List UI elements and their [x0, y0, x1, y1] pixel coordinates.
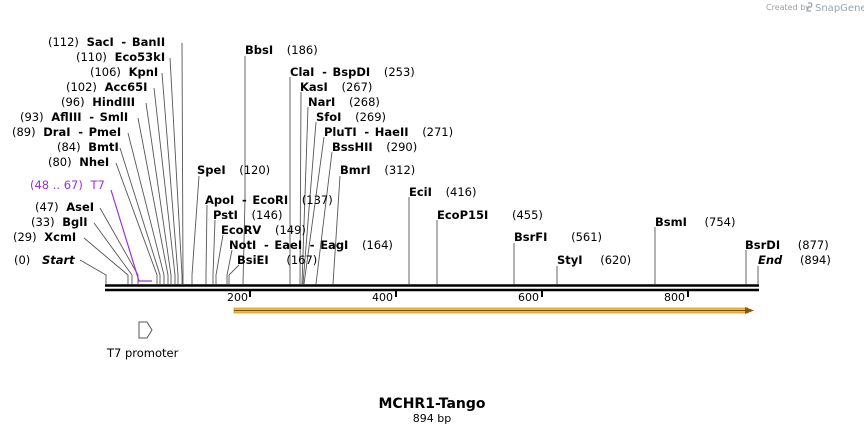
site-ecop15i[interactable]: EcoP15I (455): [437, 208, 543, 222]
map-title: MCHR1-Tango: [379, 396, 486, 412]
site-acc65i[interactable]: (102) Acc65I: [66, 80, 147, 94]
map-length: 894 bp: [413, 412, 451, 425]
site-pluti[interactable]: PluTI - HaeII (271): [324, 125, 453, 139]
leader-nhei: [115, 162, 158, 284]
leader-apoi: [205, 204, 208, 284]
left-site-labels: (112) SacI - BanII (110) Eco53kI (106) K…: [12, 35, 165, 267]
site-styi[interactable]: StyI (620): [557, 253, 631, 267]
tick-label-600: 600: [518, 291, 539, 304]
site-clai[interactable]: ClaI - BspDI (253): [290, 65, 415, 79]
leader-saci: [181, 42, 184, 284]
site-psti[interactable]: PstI (146): [213, 208, 282, 222]
leader-start: [79, 259, 107, 284]
site-eco53ki[interactable]: (110) Eco53kI: [76, 50, 165, 64]
leader-asei: [99, 207, 139, 284]
leader-kasi: [299, 91, 302, 285]
leader-xcmi: [83, 237, 129, 284]
leader-sfoi: [302, 121, 317, 285]
leader-hindiii: [145, 102, 172, 284]
site-saci[interactable]: (112) SacI - BanII: [48, 35, 165, 49]
leader-ecorv: [215, 234, 224, 284]
site-spei[interactable]: SpeI (120): [197, 163, 270, 177]
site-ecii[interactable]: EciI (416): [409, 185, 477, 199]
dna-backbone: [105, 284, 759, 292]
snapgene-logo-icon: [806, 2, 813, 12]
leader-bsshii: [315, 151, 333, 285]
axis-ticks: 200 400 600 800: [227, 291, 689, 304]
leader-bmri: [332, 175, 341, 285]
orange-feature-arrow[interactable]: [233, 307, 754, 314]
site-hindiii[interactable]: (96) HindIII: [61, 95, 135, 109]
site-xcmi[interactable]: (29) XcmI: [13, 230, 76, 244]
site-asei[interactable]: (47) AseI: [35, 200, 94, 214]
arrow-outline-icon: [138, 321, 153, 339]
site-sfoi[interactable]: SfoI (269): [316, 110, 386, 124]
site-nari[interactable]: NarI (268): [308, 95, 380, 109]
site-apoi[interactable]: ApoI - EcoRI (137): [205, 193, 333, 207]
leader-kpni: [161, 72, 179, 284]
site-leader-lines: [79, 42, 759, 285]
leader-psti: [212, 219, 216, 284]
site-bsrfi[interactable]: BsrFI (561): [514, 230, 602, 244]
site-kasi[interactable]: KasI (267): [300, 80, 372, 94]
site-start[interactable]: (0) Start: [14, 253, 75, 267]
site-bsshii[interactable]: BssHII (290): [332, 140, 417, 154]
leader-eco53ki: [169, 57, 183, 284]
leader-acc65i: [153, 87, 176, 284]
site-bmti[interactable]: (84) BmtI: [57, 140, 119, 154]
site-bsmi[interactable]: BsmI (754): [655, 215, 735, 229]
right-site-labels: BbsI (186) ClaI - BspDI (253) KasI (267)…: [197, 43, 831, 267]
site-bgli[interactable]: (33) BglI: [31, 215, 87, 229]
t7-promoter-label: T7 promoter: [106, 346, 179, 360]
created-by-text: Created by: [766, 3, 810, 12]
site-bmri[interactable]: BmrI (312): [340, 163, 415, 177]
leader-bmti: [119, 147, 161, 284]
t7-promoter-feature[interactable]: T7 promoter: [106, 321, 179, 360]
map-title-block: MCHR1-Tango 894 bp: [379, 396, 486, 425]
leader-drai: [127, 132, 165, 284]
site-aflii[interactable]: (93) AflIII - SmlI: [20, 110, 128, 124]
leader-pluti: [303, 136, 325, 285]
brand-text: SnapGene: [815, 3, 864, 14]
leader-bsiei: [228, 264, 240, 284]
site-noti[interactable]: NotI - EaeI - EagI (164): [229, 238, 393, 252]
site-bsrdi[interactable]: BsrDI (877): [745, 238, 829, 252]
leader-nari: [301, 106, 309, 285]
site-end[interactable]: End (894): [758, 253, 831, 267]
leader-spei: [191, 175, 200, 284]
leader-noti: [226, 249, 233, 284]
leader-aflii: [137, 117, 169, 284]
t7-site-marker: [110, 189, 152, 282]
tick-label-400: 400: [372, 291, 393, 304]
tick-label-800: 800: [664, 291, 685, 304]
leader-bbsi: [242, 56, 246, 285]
site-bsiei[interactable]: BsiEI (167): [237, 253, 317, 267]
site-kpni[interactable]: (106) KpnI: [90, 65, 158, 79]
leader-bgli: [93, 222, 133, 284]
site-drai[interactable]: (89) DraI - PmeI: [12, 125, 121, 139]
site-ecorv[interactable]: EcoRV (149): [221, 223, 306, 237]
site-nhei[interactable]: (80) NheI: [48, 155, 109, 169]
site-t7[interactable]: (48 .. 67) T7: [30, 178, 105, 192]
site-bbsi[interactable]: BbsI (186): [245, 43, 318, 57]
snapgene-credit: Created by SnapGene: [766, 2, 864, 14]
tick-label-200: 200: [227, 291, 248, 304]
